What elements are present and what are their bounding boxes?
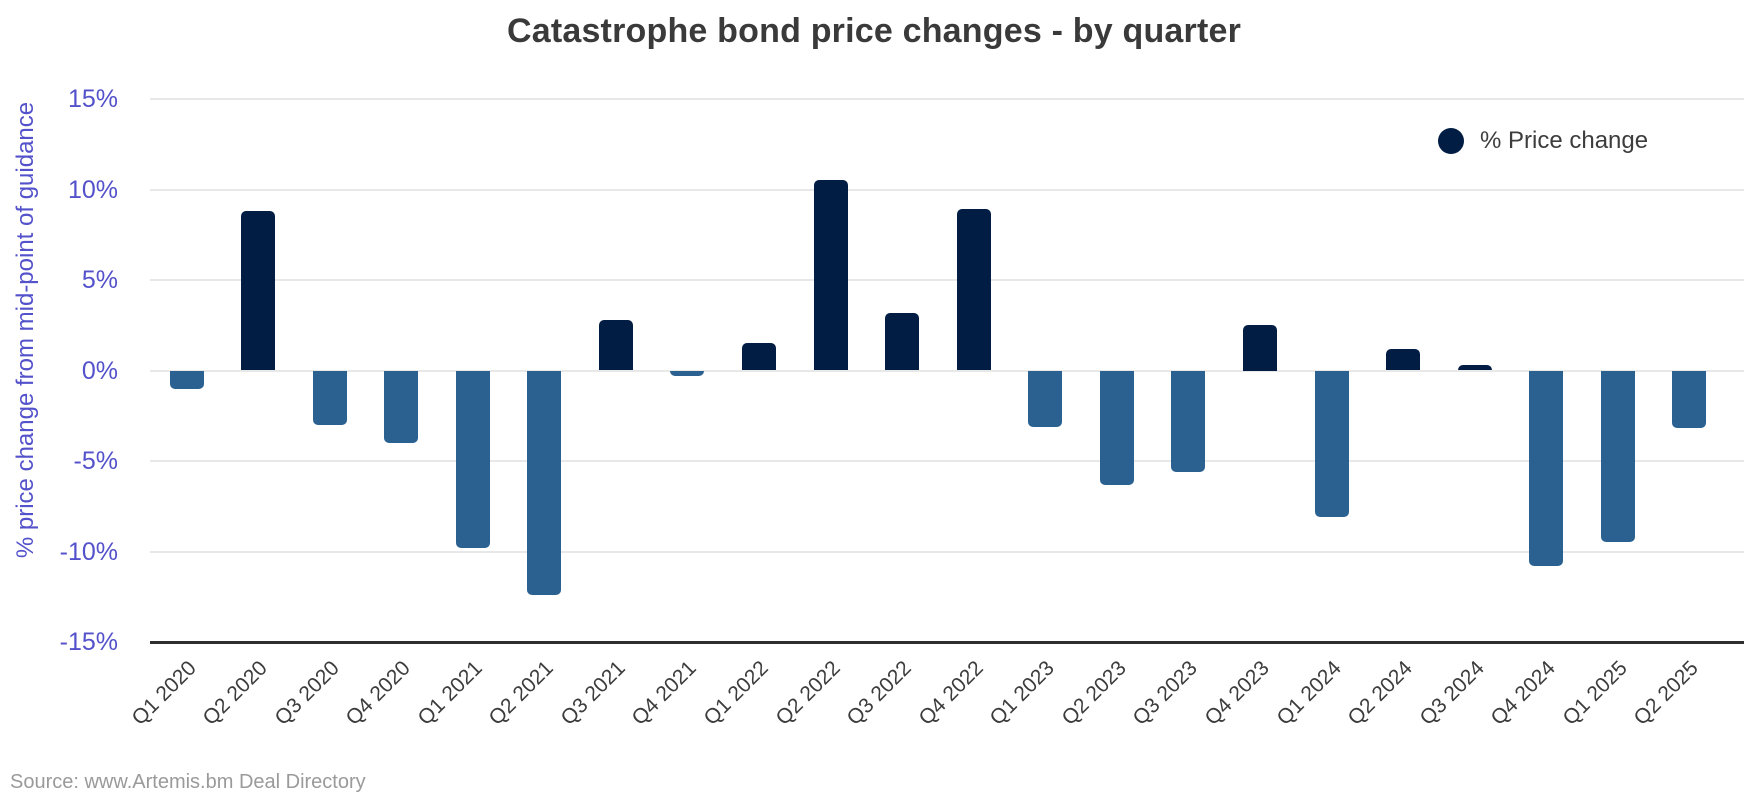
gridline--10 [150,550,1744,553]
gridline-5 [150,279,1744,281]
legend-label: % Price change [1480,127,1649,154]
bar-q2-2023 [1099,370,1134,485]
bar-q2-2025 [1672,370,1707,429]
bar-q1-2020 [169,370,204,389]
y-tick-label: 5% [81,266,118,294]
y-tick-label: 0% [81,356,118,385]
y-tick-label: 10% [67,175,118,204]
gridline-0 [150,369,1744,372]
chart-title: Catastrophe bond price changes - by quar… [506,12,1242,50]
y-tick-label: -15% [59,628,118,656]
legend-dot-icon [1438,128,1464,154]
y-axis-title: % price change from mid-point of guidanc… [12,101,39,559]
bar-q1-2023 [1028,370,1063,427]
bar-q4-2023 [1243,325,1278,371]
bar-q3-2022 [885,312,920,371]
bar-q3-2021 [598,319,633,371]
gridline-10 [150,188,1744,191]
bar-q1-2021 [455,370,490,548]
x-axis-line [150,641,1744,644]
plot-area [150,98,1744,644]
y-tick-label: -10% [59,537,118,566]
bar-q4-2021 [670,370,705,376]
bar-q2-2021 [527,370,562,595]
bar-q1-2024 [1314,370,1349,518]
gridline--5 [150,460,1744,462]
bar-q1-2025 [1600,370,1635,543]
bar-q3-2020 [312,370,347,425]
bar-q3-2024 [1457,365,1492,371]
bar-q2-2020 [241,211,276,371]
bar-q3-2023 [1171,370,1206,472]
bar-q4-2022 [956,209,991,371]
legend: % Price change [1438,127,1648,155]
gridline-15 [150,98,1744,100]
bar-q2-2022 [813,180,848,371]
bar-q2-2024 [1386,348,1421,371]
bar-q4-2020 [384,370,419,443]
bar-q1-2022 [742,343,777,371]
source-note: Source: www.Artemis.bm Deal Directory [10,771,366,793]
y-tick-label: 15% [67,85,118,113]
y-tick-label: -5% [73,447,118,475]
bar-q4-2024 [1529,370,1564,566]
